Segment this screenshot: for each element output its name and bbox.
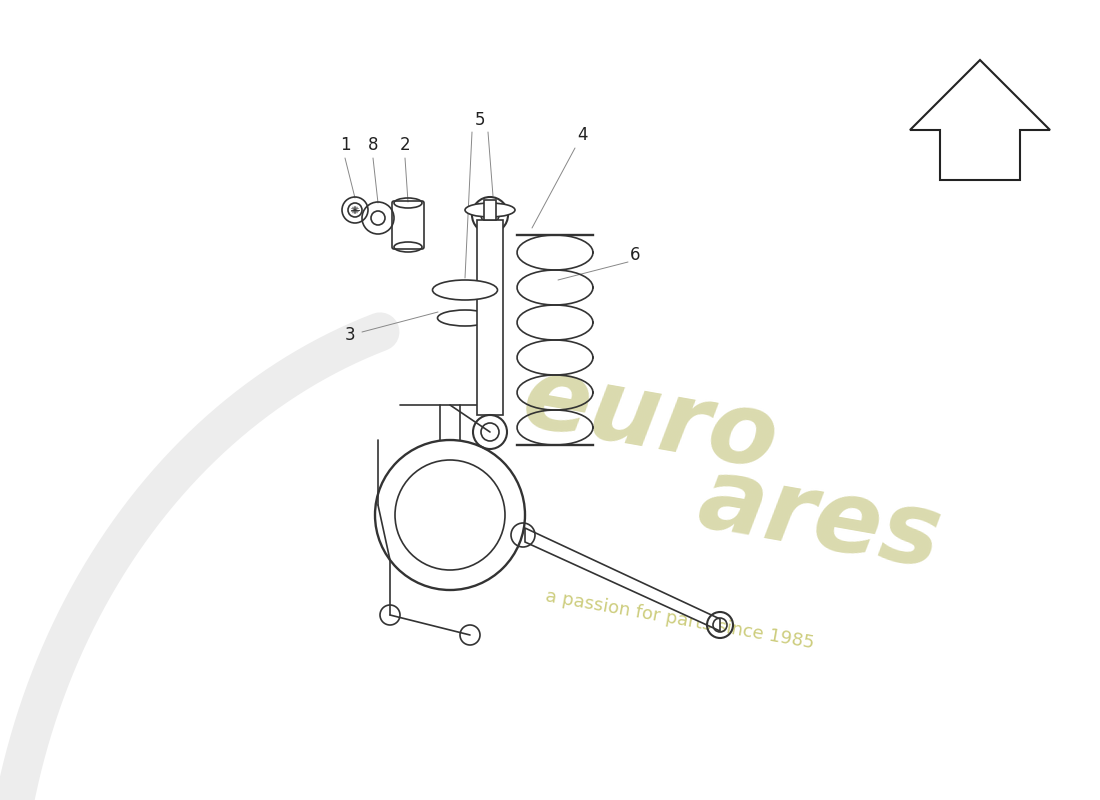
Ellipse shape: [465, 203, 515, 217]
Text: euro: euro: [515, 350, 785, 490]
Text: 8: 8: [367, 136, 378, 154]
Polygon shape: [477, 220, 503, 415]
Polygon shape: [910, 60, 1050, 180]
Text: a passion for parts since 1985: a passion for parts since 1985: [544, 587, 816, 653]
Text: 5: 5: [475, 111, 485, 129]
Text: 4: 4: [576, 126, 587, 144]
Text: 1: 1: [340, 136, 350, 154]
Text: 6: 6: [629, 246, 640, 264]
Ellipse shape: [432, 280, 497, 300]
Polygon shape: [484, 200, 496, 220]
Text: ares: ares: [691, 451, 948, 589]
Text: 3: 3: [344, 326, 355, 344]
Ellipse shape: [438, 310, 493, 326]
Text: 2: 2: [399, 136, 410, 154]
Polygon shape: [525, 528, 720, 631]
